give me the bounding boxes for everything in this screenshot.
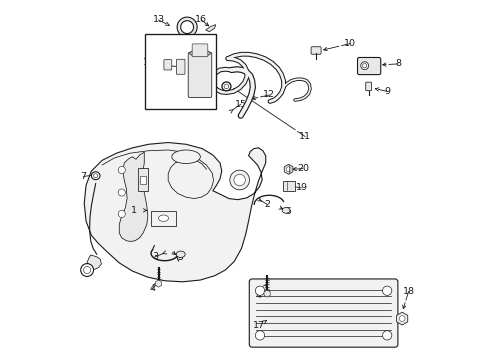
Bar — [145, 33, 217, 109]
Ellipse shape — [224, 84, 229, 89]
Text: 13: 13 — [152, 15, 165, 24]
FancyBboxPatch shape — [164, 60, 172, 70]
Polygon shape — [206, 24, 216, 32]
Ellipse shape — [230, 170, 249, 190]
FancyBboxPatch shape — [192, 44, 208, 57]
FancyBboxPatch shape — [151, 211, 176, 226]
Text: 15: 15 — [235, 100, 246, 109]
Polygon shape — [87, 255, 101, 269]
Ellipse shape — [190, 50, 210, 57]
Text: 4: 4 — [256, 291, 262, 300]
FancyBboxPatch shape — [311, 47, 321, 54]
Text: 11: 11 — [299, 132, 311, 141]
Text: 5: 5 — [286, 207, 292, 216]
Text: 5: 5 — [177, 253, 183, 262]
Circle shape — [118, 189, 125, 196]
Text: 16: 16 — [196, 15, 207, 24]
Text: 18: 18 — [403, 287, 415, 296]
Text: 12: 12 — [263, 90, 275, 99]
Text: 2: 2 — [264, 200, 270, 209]
Text: 17: 17 — [252, 321, 265, 330]
Polygon shape — [119, 152, 148, 242]
Polygon shape — [84, 143, 266, 282]
Text: 9: 9 — [384, 87, 390, 96]
Ellipse shape — [222, 82, 231, 91]
Ellipse shape — [172, 150, 200, 163]
FancyBboxPatch shape — [176, 59, 185, 74]
Bar — [140, 176, 146, 184]
Ellipse shape — [92, 172, 100, 180]
Ellipse shape — [361, 62, 368, 69]
FancyBboxPatch shape — [249, 279, 398, 347]
Text: 3: 3 — [152, 252, 158, 261]
Circle shape — [286, 167, 291, 172]
FancyBboxPatch shape — [138, 168, 148, 192]
Ellipse shape — [159, 215, 169, 221]
Circle shape — [255, 331, 265, 340]
Text: 20: 20 — [297, 164, 309, 173]
Text: 14: 14 — [143, 58, 155, 67]
Ellipse shape — [282, 207, 290, 213]
Text: 6: 6 — [80, 268, 87, 277]
Circle shape — [383, 286, 392, 296]
FancyBboxPatch shape — [283, 181, 295, 191]
FancyBboxPatch shape — [188, 53, 212, 98]
Text: 10: 10 — [344, 39, 356, 48]
Text: 7: 7 — [80, 172, 87, 181]
Ellipse shape — [176, 251, 185, 257]
Ellipse shape — [234, 174, 245, 186]
FancyBboxPatch shape — [358, 58, 381, 75]
Text: 8: 8 — [395, 59, 401, 68]
Text: 19: 19 — [295, 183, 307, 192]
Circle shape — [399, 316, 405, 321]
Text: 1: 1 — [130, 206, 137, 215]
Circle shape — [383, 331, 392, 340]
FancyBboxPatch shape — [366, 82, 371, 91]
Ellipse shape — [363, 64, 367, 68]
Circle shape — [118, 166, 125, 174]
Circle shape — [83, 266, 91, 274]
Circle shape — [255, 286, 265, 296]
Circle shape — [81, 264, 94, 276]
Circle shape — [118, 210, 125, 217]
Ellipse shape — [94, 174, 98, 178]
Text: 4: 4 — [149, 284, 155, 293]
